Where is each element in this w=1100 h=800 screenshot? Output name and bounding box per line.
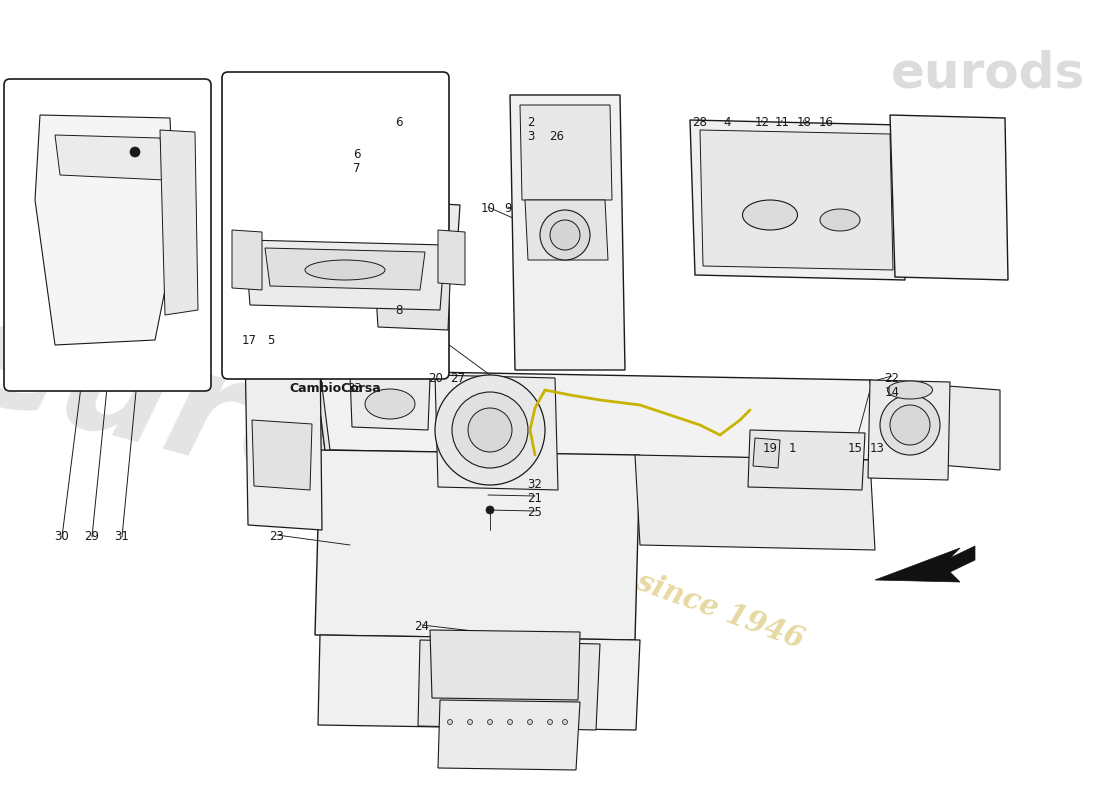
Text: 21: 21 (528, 491, 542, 505)
Text: CambioCorsa: CambioCorsa (289, 382, 381, 395)
Text: 28: 28 (693, 115, 707, 129)
Polygon shape (318, 635, 640, 730)
Text: 19: 19 (762, 442, 778, 454)
Circle shape (880, 395, 940, 455)
Polygon shape (890, 115, 1008, 280)
Text: 29: 29 (85, 530, 99, 543)
Polygon shape (868, 380, 950, 480)
Circle shape (452, 392, 528, 468)
Polygon shape (754, 438, 780, 468)
Text: 4: 4 (724, 115, 730, 129)
Text: 32: 32 (528, 478, 542, 490)
Polygon shape (315, 370, 880, 460)
Polygon shape (232, 230, 262, 290)
Polygon shape (520, 105, 612, 200)
Polygon shape (315, 370, 330, 450)
Ellipse shape (888, 381, 933, 399)
Polygon shape (418, 640, 600, 730)
Circle shape (130, 147, 140, 157)
Polygon shape (350, 375, 430, 430)
Text: 26: 26 (550, 130, 564, 142)
Text: 15: 15 (848, 442, 862, 454)
Ellipse shape (365, 389, 415, 419)
Polygon shape (748, 430, 865, 490)
Polygon shape (160, 130, 198, 315)
Circle shape (528, 719, 532, 725)
Polygon shape (430, 630, 580, 700)
Ellipse shape (820, 209, 860, 231)
Polygon shape (265, 248, 425, 290)
Polygon shape (245, 240, 446, 310)
Text: 13: 13 (870, 442, 884, 454)
Polygon shape (434, 375, 558, 490)
Polygon shape (365, 200, 460, 280)
Text: 30: 30 (55, 530, 69, 543)
FancyBboxPatch shape (4, 79, 211, 391)
Circle shape (548, 719, 552, 725)
Polygon shape (690, 120, 905, 280)
Text: 10: 10 (481, 202, 495, 215)
Circle shape (486, 506, 494, 514)
Text: 8: 8 (395, 303, 403, 317)
Text: 5: 5 (267, 334, 275, 346)
Circle shape (550, 220, 580, 250)
Text: eurods: eurods (891, 50, 1085, 98)
Text: 20: 20 (429, 371, 443, 385)
Polygon shape (438, 230, 465, 285)
Polygon shape (438, 700, 580, 770)
Polygon shape (55, 135, 165, 180)
Text: 12: 12 (755, 115, 770, 129)
Text: 25: 25 (528, 506, 542, 519)
Polygon shape (35, 115, 175, 345)
Circle shape (468, 408, 512, 452)
Text: 7: 7 (353, 162, 361, 174)
Ellipse shape (305, 260, 385, 280)
Text: 18: 18 (796, 115, 812, 129)
Text: 23: 23 (270, 530, 285, 543)
FancyBboxPatch shape (222, 72, 449, 379)
Polygon shape (315, 450, 640, 640)
Polygon shape (245, 345, 322, 530)
Text: a passion for cars since 1946: a passion for cars since 1946 (352, 466, 808, 654)
Ellipse shape (742, 200, 797, 230)
Text: 16: 16 (818, 115, 834, 129)
Polygon shape (874, 546, 975, 582)
Polygon shape (525, 200, 608, 260)
Text: 17: 17 (242, 334, 256, 346)
Text: 24: 24 (415, 621, 429, 634)
Polygon shape (700, 130, 893, 270)
Polygon shape (375, 280, 450, 330)
Text: eurods: eurods (0, 282, 556, 578)
Circle shape (507, 719, 513, 725)
Circle shape (434, 375, 544, 485)
Text: 14: 14 (884, 386, 900, 399)
Circle shape (540, 210, 590, 260)
Text: 1: 1 (789, 442, 795, 454)
Text: 3: 3 (527, 130, 535, 142)
Text: 31: 31 (114, 530, 130, 543)
Circle shape (468, 719, 473, 725)
Text: 6: 6 (395, 115, 403, 129)
Text: 9: 9 (504, 202, 512, 215)
Text: 27: 27 (451, 371, 465, 385)
Circle shape (487, 719, 493, 725)
Circle shape (448, 719, 452, 725)
Polygon shape (870, 380, 1000, 470)
Polygon shape (510, 95, 625, 370)
Text: 6: 6 (353, 149, 361, 162)
Circle shape (890, 405, 930, 445)
Text: 22: 22 (884, 371, 900, 385)
Polygon shape (252, 420, 312, 490)
Text: 33: 33 (348, 382, 362, 394)
Text: 2: 2 (527, 115, 535, 129)
Text: 11: 11 (774, 115, 790, 129)
Polygon shape (635, 455, 874, 550)
Circle shape (562, 719, 568, 725)
